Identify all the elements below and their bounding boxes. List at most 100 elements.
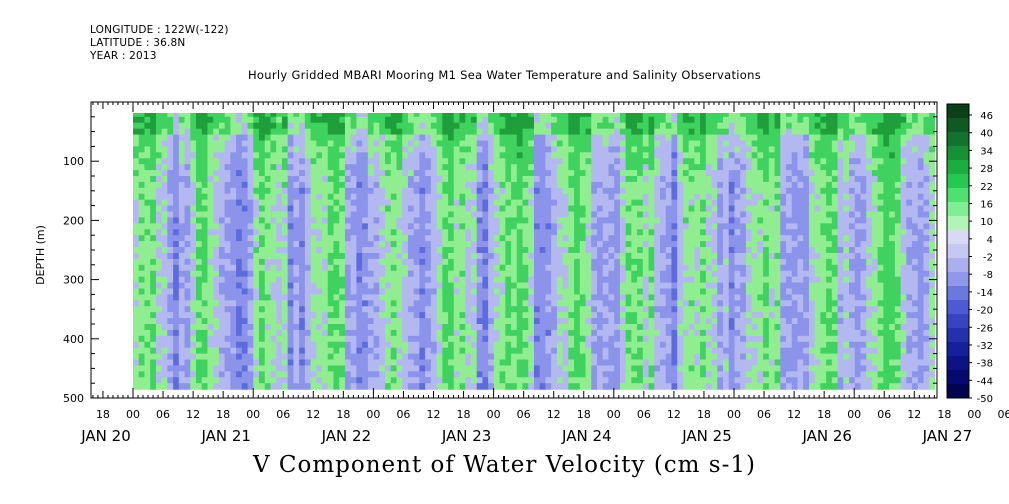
heatmap-cell [728, 318, 736, 325]
heatmap-cell [711, 300, 718, 307]
heatmap-cell [551, 158, 558, 165]
heatmap-cell [665, 134, 673, 142]
heatmap-cell [591, 294, 598, 301]
heatmap-cell [625, 176, 632, 183]
heatmap-cell [178, 282, 186, 290]
heatmap-cell [511, 252, 518, 260]
heatmap-cell [270, 223, 277, 230]
heatmap-cell [224, 229, 231, 236]
heatmap-cell [201, 306, 209, 313]
heatmap-cell [407, 134, 415, 142]
heatmap-cell [413, 152, 421, 159]
heatmap-cell [276, 170, 283, 177]
heatmap-cell [224, 282, 231, 290]
heatmap-cell [430, 258, 438, 266]
heatmap-cell [230, 359, 237, 367]
heatmap-cell [579, 318, 587, 325]
heatmap-cell [385, 341, 392, 349]
heatmap-cell [511, 365, 518, 372]
heatmap-cell [602, 199, 610, 207]
heatmap-cell [218, 128, 226, 136]
heatmap-cell [688, 347, 695, 355]
heatmap-cell [419, 347, 426, 355]
heatmap-cell [533, 217, 541, 224]
heatmap-cell [407, 377, 415, 384]
heatmap-cell [682, 223, 690, 230]
heatmap-cell [660, 324, 667, 331]
heatmap-cell [511, 217, 518, 224]
heatmap-cell [138, 258, 146, 266]
heatmap-cell [310, 252, 317, 260]
heatmap-cell [304, 181, 312, 189]
heatmap-cell [201, 187, 209, 195]
heatmap-cell [579, 276, 587, 284]
heatmap-cell [470, 306, 478, 313]
heatmap-cell [482, 353, 489, 361]
heatmap-cell [728, 247, 736, 254]
heatmap-cell [190, 134, 197, 142]
heatmap-cell [677, 294, 684, 301]
heatmap-cell [568, 383, 575, 390]
heatmap-cell [637, 353, 644, 361]
heatmap-cell [310, 359, 317, 367]
heatmap-cell [362, 199, 369, 207]
heatmap-cell [207, 116, 214, 124]
heatmap-cell [637, 205, 644, 213]
heatmap-cell [734, 264, 741, 272]
heatmap-cell [390, 211, 398, 219]
heatmap-cell [533, 164, 541, 171]
heatmap-cell [551, 270, 558, 278]
heatmap-cell [167, 211, 174, 219]
heatmap-cell [356, 140, 363, 147]
heatmap-cell [161, 122, 168, 130]
heatmap-cell [637, 116, 644, 124]
heatmap-cell [665, 152, 673, 159]
heatmap-cell [591, 247, 598, 254]
heatmap-cell [728, 270, 736, 278]
heatmap-cell [448, 176, 455, 183]
heatmap-cell [642, 187, 650, 195]
heatmap-cell [224, 146, 231, 153]
heatmap-cell [407, 347, 415, 355]
heatmap-cell [276, 329, 283, 337]
heatmap-cell [505, 116, 512, 124]
heatmap-cell [568, 282, 575, 290]
heatmap-cell [619, 116, 627, 124]
heatmap-cell [585, 122, 592, 130]
heatmap-cell [373, 122, 380, 130]
heatmap-cell [144, 347, 151, 355]
heatmap-cell [694, 217, 701, 224]
heatmap-cell [241, 359, 249, 367]
heatmap-cell [585, 329, 592, 337]
heatmap-cell [436, 152, 443, 159]
heatmap-cell [596, 347, 604, 355]
heatmap-cell [373, 116, 380, 124]
heatmap-cell [373, 176, 380, 183]
heatmap-cell [470, 347, 478, 355]
heatmap-cell [150, 217, 157, 224]
heatmap-cell [700, 329, 707, 337]
heatmap-cell [236, 229, 243, 236]
heatmap-cell [310, 341, 317, 349]
heatmap-cell [155, 158, 163, 165]
heatmap-cell [660, 193, 667, 201]
chart-title: Hourly Gridded MBARI Mooring M1 Sea Wate… [247, 68, 762, 82]
heatmap-cell [327, 258, 335, 266]
heatmap-cell [344, 282, 352, 290]
heatmap-cell [430, 199, 438, 207]
heatmap-cell [448, 247, 455, 254]
heatmap-cell [476, 229, 484, 236]
heatmap-cell [436, 187, 443, 195]
heatmap-cell [362, 128, 369, 136]
heatmap-cell [562, 306, 569, 313]
heatmap-cell [511, 359, 518, 367]
heatmap-cell [711, 247, 718, 254]
heatmap-cell [700, 152, 707, 159]
heatmap-cell [728, 282, 736, 290]
heatmap-cell [637, 300, 644, 307]
heatmap-cell [362, 318, 369, 325]
heatmap-cell [184, 312, 191, 319]
heatmap-cell [253, 300, 260, 307]
heatmap-cell [173, 264, 180, 272]
heatmap-cell [350, 113, 357, 118]
